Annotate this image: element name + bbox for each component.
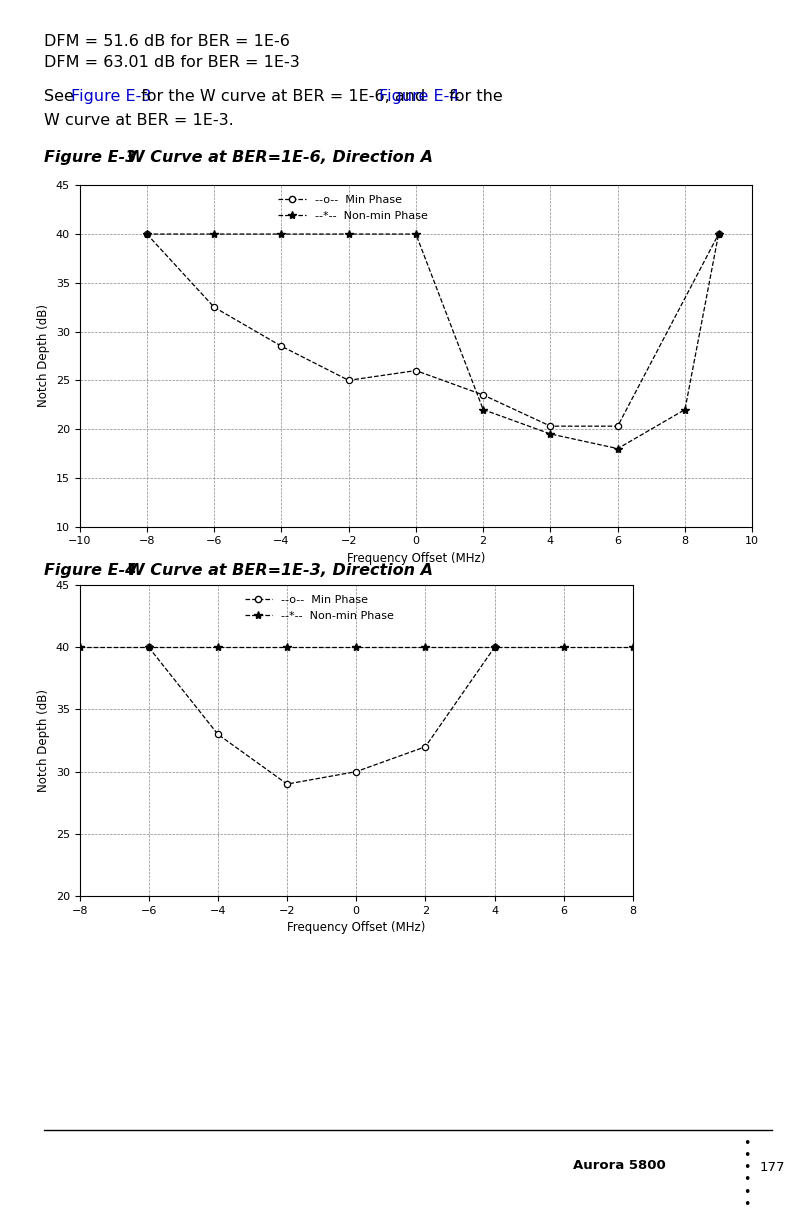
Text: •: • — [743, 1137, 751, 1150]
X-axis label: Frequency Offset (MHz): Frequency Offset (MHz) — [287, 922, 425, 934]
Text: Figure E-4: Figure E-4 — [379, 89, 459, 104]
Text: for the W curve at BER = 1E-6, and: for the W curve at BER = 1E-6, and — [136, 89, 431, 104]
Text: W Curve at BER=1E-3, Direction A: W Curve at BER=1E-3, Direction A — [127, 563, 433, 578]
Text: Figure E-3: Figure E-3 — [71, 89, 151, 104]
Text: •: • — [743, 1162, 751, 1174]
Text: •: • — [743, 1150, 751, 1162]
Text: •: • — [743, 1198, 751, 1210]
Text: DFM = 51.6 dB for BER = 1E-6: DFM = 51.6 dB for BER = 1E-6 — [44, 34, 290, 49]
Text: •: • — [743, 1174, 751, 1186]
Text: •: • — [743, 1186, 751, 1198]
Text: DFM = 63.01 dB for BER = 1E-3: DFM = 63.01 dB for BER = 1E-3 — [44, 55, 299, 69]
Legend: --o--  Min Phase, --*--  Non-min Phase: --o-- Min Phase, --*-- Non-min Phase — [274, 191, 432, 226]
Text: Aurora 5800: Aurora 5800 — [573, 1159, 666, 1171]
Text: 177: 177 — [759, 1162, 785, 1174]
Legend: --o--  Min Phase, --*--  Non-min Phase: --o-- Min Phase, --*-- Non-min Phase — [240, 591, 399, 625]
Text: See: See — [44, 89, 79, 104]
Text: for the: for the — [444, 89, 503, 104]
Y-axis label: Notch Depth (dB): Notch Depth (dB) — [37, 305, 50, 407]
Text: W curve at BER = 1E-3.: W curve at BER = 1E-3. — [44, 113, 233, 128]
Text: Figure E-4: Figure E-4 — [44, 563, 136, 578]
Text: Figure E-3: Figure E-3 — [44, 150, 136, 165]
Text: W Curve at BER=1E-6, Direction A: W Curve at BER=1E-6, Direction A — [127, 150, 433, 165]
X-axis label: Frequency Offset (MHz): Frequency Offset (MHz) — [347, 552, 485, 564]
Y-axis label: Notch Depth (dB): Notch Depth (dB) — [37, 689, 50, 792]
